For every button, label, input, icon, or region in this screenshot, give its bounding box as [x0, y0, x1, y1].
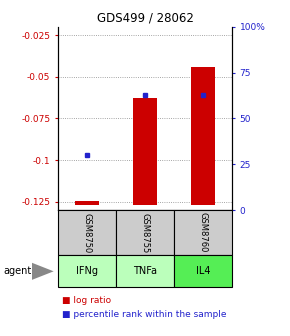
- Text: agent: agent: [3, 266, 31, 276]
- Bar: [174, 255, 232, 287]
- Text: GSM8755: GSM8755: [140, 213, 150, 253]
- Text: ■ log ratio: ■ log ratio: [62, 296, 111, 305]
- Polygon shape: [32, 263, 54, 280]
- Text: GSM8750: GSM8750: [82, 213, 92, 253]
- Bar: [75, 201, 99, 205]
- Bar: [58, 255, 116, 287]
- Text: ■ percentile rank within the sample: ■ percentile rank within the sample: [62, 310, 227, 319]
- Bar: [116, 210, 174, 255]
- Bar: [58, 210, 116, 255]
- Text: GSM8760: GSM8760: [198, 212, 208, 253]
- Text: IL4: IL4: [196, 266, 210, 276]
- Bar: [133, 98, 157, 205]
- Text: IFNg: IFNg: [76, 266, 98, 276]
- Bar: [191, 67, 215, 205]
- Text: TNFa: TNFa: [133, 266, 157, 276]
- Bar: [174, 210, 232, 255]
- Title: GDS499 / 28062: GDS499 / 28062: [97, 11, 193, 24]
- Bar: [116, 255, 174, 287]
